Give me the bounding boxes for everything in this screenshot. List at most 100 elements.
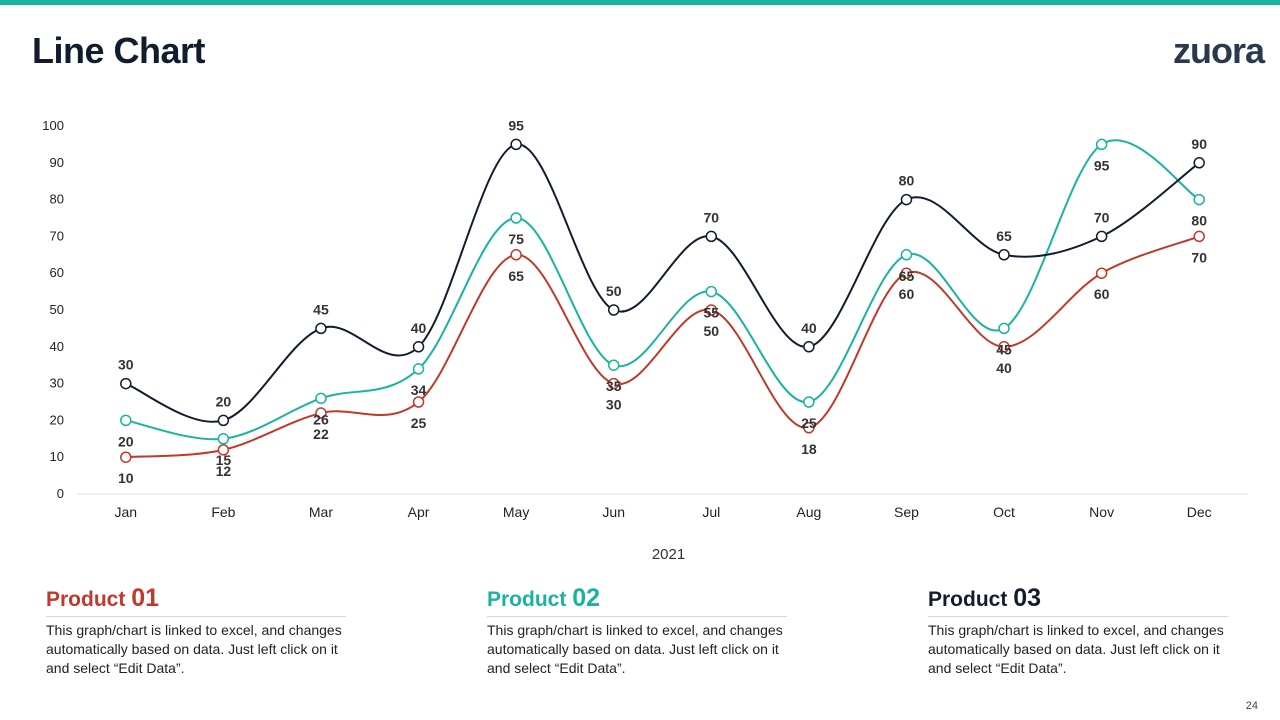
series-1-point: [803, 422, 815, 434]
series-1-data-label: 65: [508, 268, 524, 284]
y-tick-label: 70: [50, 228, 64, 243]
series-2-point: [217, 433, 230, 445]
x-tick-label: Apr: [408, 504, 430, 520]
series-1-point: [315, 407, 327, 419]
y-tick-label: 20: [50, 412, 64, 427]
product-03-title: Product 03: [928, 584, 1228, 617]
product-02-description: This graph/chart is linked to excel, and…: [487, 622, 783, 676]
series-1-data-label: 70: [1191, 249, 1207, 265]
series-3-data-label: 40: [801, 320, 817, 336]
series-3-point: [803, 341, 815, 353]
series-2-data-label: 34: [411, 382, 427, 398]
series-2-point: [803, 396, 815, 408]
y-tick-label: 30: [50, 376, 64, 391]
series-2-point: [900, 249, 913, 261]
y-tick-label: 80: [50, 192, 64, 207]
product-01-description: This graph/chart is linked to excel, and…: [46, 622, 342, 676]
x-tick-label: Aug: [796, 504, 821, 520]
series-3-data-label: 45: [313, 301, 329, 317]
series-3-data-label: 40: [411, 320, 427, 336]
series-3-point: [705, 230, 718, 243]
series-3-point: [1095, 230, 1108, 243]
series-3-data-label: 95: [508, 117, 524, 133]
x-tick-label: Jul: [702, 504, 720, 520]
series-2-data-label: 20: [118, 433, 134, 449]
x-axis-title: 2021: [652, 546, 685, 563]
y-tick-label: 90: [50, 155, 64, 170]
series-2-point: [510, 212, 522, 224]
x-tick-label: Feb: [211, 504, 235, 520]
series-3-data-label: 65: [996, 228, 1012, 244]
series-1-point: [510, 249, 522, 261]
series-1-data-label: 10: [118, 470, 134, 486]
series-3-point: [217, 414, 230, 427]
product-01-title: Product 01: [46, 584, 346, 617]
series-3-data-label: 70: [1094, 209, 1110, 225]
x-tick-label: Nov: [1089, 504, 1114, 520]
series-2-point: [1193, 193, 1205, 206]
y-tick-label: 40: [50, 339, 64, 354]
series-3-point: [120, 377, 132, 390]
y-tick-label: 10: [50, 449, 64, 464]
line-chart[interactable]: 0 10 20 30 40 50 60 70 80 90 100 Jan Feb Mar Apr May Jun…: [0, 0, 1280, 580]
series-2-data-label: 65: [899, 268, 915, 284]
x-tick-label: Mar: [309, 504, 333, 520]
series-1-data-label: 60: [1094, 286, 1110, 302]
series-2-data-label: 80: [1191, 213, 1207, 229]
series-3-data-label: 30: [118, 357, 134, 373]
series-1-data-label: 25: [411, 415, 427, 431]
x-tick-label: Jan: [115, 504, 138, 520]
series-2-point: [412, 363, 425, 375]
x-tick-label: Sep: [894, 504, 919, 520]
series-3-point: [900, 193, 913, 206]
top-accent-bar: [0, 0, 1280, 5]
series-2-data-label: 26: [313, 411, 329, 427]
series-2-data-label: 15: [216, 452, 232, 468]
series-2-point: [705, 285, 718, 298]
y-tick-label: 60: [50, 265, 64, 280]
series-3-data-label: 80: [899, 173, 915, 189]
product-03-number: 03: [1013, 584, 1041, 612]
series-1-data-label: 40: [996, 360, 1012, 376]
series-1-point: [607, 377, 620, 390]
series-3-data-label: 90: [1191, 136, 1207, 152]
series-1-point: [120, 451, 132, 463]
series-2-point: [998, 322, 1010, 335]
series-2-point: [120, 414, 132, 427]
product-02-name: Product: [487, 588, 567, 611]
series-1-point: [705, 304, 718, 316]
series-2-data-label: 35: [606, 378, 622, 394]
series-2-point: [1095, 138, 1108, 151]
series-1-point: [998, 341, 1010, 353]
y-tick-label: 100: [42, 118, 64, 133]
series-line-1: [125, 235, 1200, 459]
product-01-card: Product 01 This graph/chart is linked to…: [46, 584, 346, 678]
x-tick-label: Jun: [602, 504, 625, 520]
series-1-data-label: 12: [216, 463, 232, 479]
product-03-card: Product 03 This graph/chart is linked to…: [928, 584, 1228, 678]
series-3-data-label: 50: [606, 283, 622, 299]
series-1-point: [1095, 267, 1108, 279]
series-1-data-label: 30: [606, 397, 622, 413]
slide-title: Line Chart: [32, 30, 206, 71]
series-3-data-label: 70: [704, 209, 720, 225]
series-1-data-label: 18: [801, 441, 817, 457]
x-tick-label: May: [503, 504, 529, 520]
series-1-point: [900, 267, 913, 279]
series-2-point: [607, 359, 620, 371]
series-1-data-label: 60: [899, 286, 915, 302]
product-02-title: Product 02: [487, 584, 787, 617]
product-03-description: This graph/chart is linked to excel, and…: [928, 622, 1224, 676]
series-2-point: [315, 392, 327, 405]
series-1-point: [217, 444, 230, 456]
product-03-name: Product: [928, 588, 1008, 611]
y-tick-label: 0: [57, 486, 64, 501]
series-3-point: [998, 249, 1010, 261]
series-1-point: [412, 396, 425, 408]
x-tick-label: Dec: [1187, 504, 1212, 520]
product-02-card: Product 02 This graph/chart is linked to…: [487, 584, 787, 678]
series-1-data-label: 50: [704, 323, 720, 339]
series-line-3: [125, 143, 1200, 423]
series-3-point: [315, 322, 327, 335]
series-3-point: [1193, 157, 1205, 169]
